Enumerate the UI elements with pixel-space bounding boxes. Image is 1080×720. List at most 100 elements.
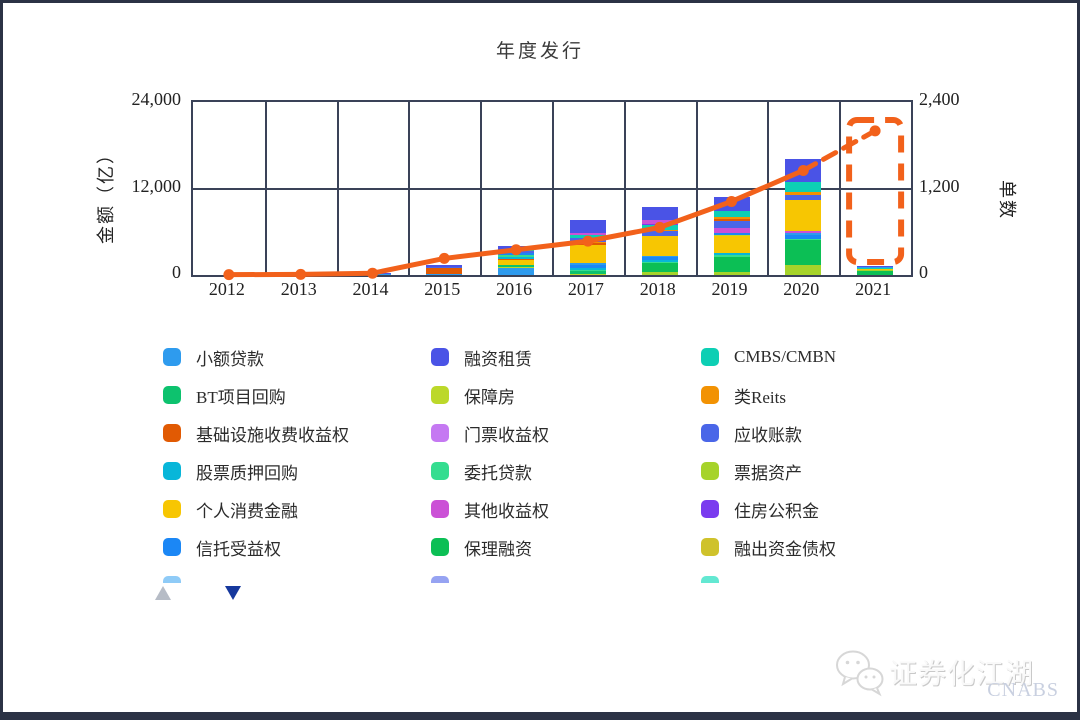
x-tick-2012: 2012 — [208, 279, 245, 299]
bar-segment-应收账款 — [426, 267, 463, 269]
bar-segment-BT项目回购 — [569, 271, 606, 274]
y-tick-right: 0 — [919, 262, 928, 282]
legend-item-类Reits[interactable]: 类Reits — [701, 383, 903, 408]
legend-label: 门票收益权 — [464, 425, 549, 445]
x-tick-2014: 2014 — [352, 279, 389, 299]
bar-2015 — [426, 264, 463, 275]
bar-segment-委托贷款 — [569, 269, 606, 272]
bar-segment-个人消费金融 — [785, 200, 822, 232]
y-axis-ticks-left: 24,000 12,000 0 — [87, 89, 182, 282]
bar-segment-信托受益权 — [569, 264, 606, 268]
legend-item-应收账款[interactable]: 应收账款 — [701, 421, 903, 446]
legend-label: 融资租赁 — [464, 349, 532, 369]
wechat-icon — [836, 650, 884, 697]
bar-segment-票据资产 — [641, 272, 678, 275]
legend-item-门票收益权[interactable]: 门票收益权 — [431, 421, 701, 446]
legend-label: 保理融资 — [464, 539, 532, 559]
bar-segment-小额贷款 — [498, 267, 535, 275]
bar-segment-信托受益权 — [641, 257, 678, 261]
legend-swatch — [431, 424, 449, 442]
legend-item-BT项目回购[interactable]: BT项目回购 — [163, 383, 431, 408]
bar-segment-保理融资 — [785, 240, 822, 265]
legend-item-委托贷款[interactable]: 委托贷款 — [431, 459, 701, 484]
bar-2021 — [857, 266, 894, 275]
legend-item-其他收益权[interactable]: 其他收益权 — [431, 497, 701, 522]
bar-segment-保理融资 — [641, 263, 678, 273]
line-point — [654, 221, 666, 233]
bar-segment-融资租赁 — [641, 206, 678, 221]
chart-title: 年度发行 — [495, 41, 584, 62]
x-tick-2019: 2019 — [711, 279, 748, 299]
legend-label: 股票质押回购 — [196, 463, 298, 483]
legend-label: BT项目回购 — [196, 387, 286, 407]
bar-segment-信托受益权 — [713, 232, 750, 236]
bar-segment-融资租赁 — [857, 266, 894, 268]
bar-segment-保障房 — [713, 235, 750, 237]
legend-item-融资租赁[interactable]: 融资租赁 — [431, 345, 701, 370]
bar-segment-应收账款 — [785, 195, 822, 201]
legend-item-个人消费金融[interactable]: 个人消费金融 — [163, 497, 431, 522]
line-point — [510, 244, 522, 256]
legend-swatch — [163, 386, 181, 404]
bar-segment-个人消费金融 — [498, 260, 535, 265]
x-tick-2018: 2018 — [639, 279, 676, 299]
legend-swatch — [701, 500, 719, 518]
legend-label: 票据资产 — [734, 463, 802, 483]
legend-label: 融出资金债权 — [734, 539, 836, 559]
legend-item-保理融资[interactable]: 保理融资 — [431, 535, 701, 560]
bar-segment-委托贷款 — [498, 255, 535, 257]
y-tick-right: 2,400 — [919, 89, 960, 109]
legend-item-股票质押回购[interactable]: 股票质押回购 — [163, 459, 431, 484]
legend-item-clipped[interactable] — [701, 576, 903, 583]
legend-label: 保障房 — [464, 387, 515, 407]
legend-swatch — [163, 500, 181, 518]
legend-label: 个人消费金融 — [196, 501, 298, 521]
legend-item-clipped[interactable] — [431, 576, 701, 583]
legend-item-基础设施收费收益权[interactable]: 基础设施收费收益权 — [163, 421, 431, 446]
bar-segment-融资租赁 — [426, 264, 463, 268]
x-tick-2021: 2021 — [855, 279, 892, 299]
legend-label: 委托贷款 — [464, 463, 532, 483]
y-tick-left: 0 — [172, 262, 181, 282]
y-tick-left: 24,000 — [131, 89, 182, 109]
line-point — [438, 252, 450, 264]
legend-scroll-down-icon[interactable] — [225, 586, 241, 600]
legend-item-信托受益权[interactable]: 信托受益权 — [163, 535, 431, 560]
bar-segment-委托贷款 — [713, 255, 750, 257]
bar-segment-股票质押回购 — [569, 267, 606, 270]
legend-item-票据资产[interactable]: 票据资产 — [701, 459, 903, 484]
legend-item-保障房[interactable]: 保障房 — [431, 383, 701, 408]
legend-label: 住房公积金 — [734, 501, 819, 521]
bar-segment-类Reits — [713, 216, 750, 219]
legend-item-融出资金债权[interactable]: 融出资金债权 — [701, 535, 903, 560]
bar-segment-个人消费金融 — [641, 236, 678, 256]
issuance-count-line — [223, 117, 905, 281]
legend: 小额贷款 融资租赁 CMBS/CMBN BT项目回购 保障房 类Reits 基础设施收费收益… — [163, 338, 903, 583]
legend-item-小额贷款[interactable]: 小额贷款 — [163, 345, 431, 370]
x-tick-2015: 2015 — [424, 279, 461, 299]
legend-swatch — [431, 462, 449, 480]
plot-area — [191, 100, 913, 281]
bar-segment-保障房 — [569, 273, 606, 275]
grid-hline — [193, 187, 911, 190]
legend-swatch — [701, 576, 719, 583]
bar-segment-融资租赁 — [569, 220, 606, 234]
legend-swatch — [701, 538, 719, 556]
legend-item-住房公积金[interactable]: 住房公积金 — [701, 497, 903, 522]
bar-2019 — [713, 197, 750, 275]
bar-segment-小额贷款 — [569, 262, 606, 265]
x-tick-2020: 2020 — [783, 279, 820, 299]
legend-item-CMBS/CMBN[interactable]: CMBS/CMBN — [701, 347, 903, 367]
bar-segment-基础设施收费收益权 — [713, 218, 750, 222]
legend-swatch — [701, 348, 719, 366]
bar-segment-其他收益权 — [713, 228, 750, 233]
legend-item-clipped[interactable] — [163, 576, 431, 583]
line-solid-segment — [226, 167, 806, 278]
y-tick-left: 12,000 — [131, 175, 182, 196]
bar-segment-基础设施收费收益权 — [426, 268, 463, 275]
legend-scroll-up-icon[interactable] — [155, 586, 171, 600]
line-point — [582, 235, 594, 247]
bar-segment-委托贷款 — [785, 238, 822, 241]
line-point — [223, 269, 235, 281]
bar-segment-小额贷款 — [426, 274, 463, 275]
